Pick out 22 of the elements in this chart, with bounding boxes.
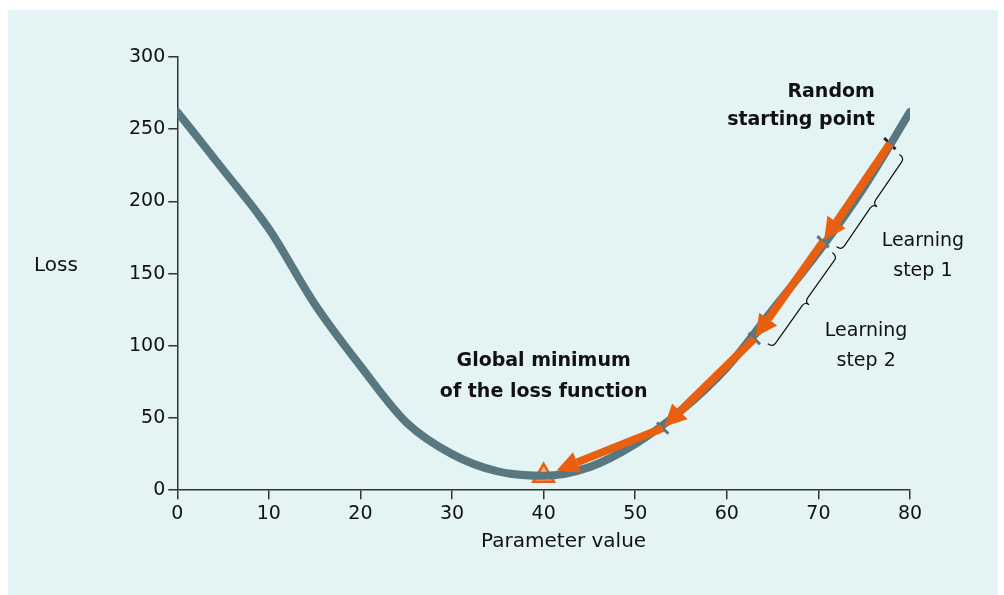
annotation: Learning step 1 [881,227,965,280]
y-tick-label: 100 [129,332,166,355]
x-tick-label: 10 [256,500,281,523]
y-tick-label: 0 [153,477,166,500]
y-tick-label: 150 [129,260,166,283]
y-tick-label: 250 [129,116,166,139]
x-tick-label: 0 [171,500,184,523]
y-tick-label: 50 [141,404,166,427]
y-tick-label: 200 [129,188,166,211]
x-tick-label: 50 [623,500,648,523]
x-tick-label: 60 [714,500,739,523]
x-tick-label: 70 [806,500,831,523]
annotation: Random starting point [727,78,875,129]
y-tick-label: 300 [129,43,166,66]
y-axis-title: Loss [34,251,78,276]
x-axis-title: Parameter value [481,528,647,553]
annotation: Learning step 2 [824,317,908,370]
annotation: Global minimum of the loss function [439,347,648,401]
x-tick-label: 30 [439,500,465,523]
x-tick-label: 20 [348,500,373,523]
x-tick-label: 40 [531,500,556,523]
x-tick-label: 80 [897,500,923,523]
